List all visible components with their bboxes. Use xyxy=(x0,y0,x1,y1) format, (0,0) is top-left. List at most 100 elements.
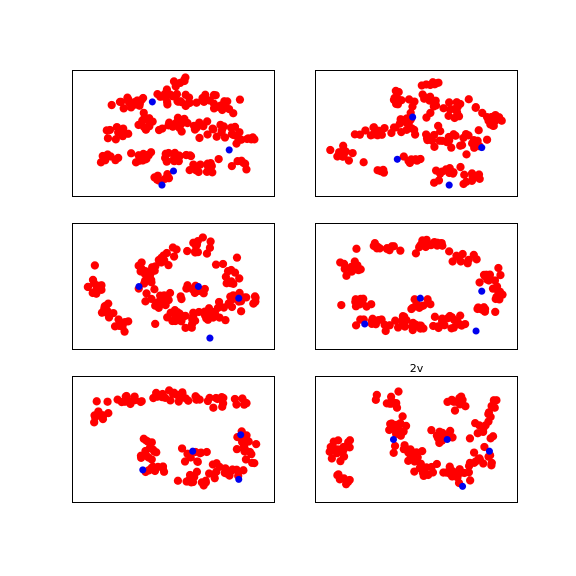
scatter-point xyxy=(435,427,444,436)
scatter-point xyxy=(484,276,493,285)
scatter-point xyxy=(100,302,109,311)
scatter-point xyxy=(430,312,440,321)
highlight-point xyxy=(443,435,451,444)
scatter-point xyxy=(429,178,439,187)
scatter-point xyxy=(461,402,470,411)
scatter-point xyxy=(124,317,133,326)
scatter-point xyxy=(185,470,195,480)
scatter-point xyxy=(489,396,498,405)
scatter-point xyxy=(337,300,346,310)
scatter-point xyxy=(462,150,471,159)
scatter-point xyxy=(408,102,417,111)
scatter-point xyxy=(137,397,146,406)
highlight-point xyxy=(235,475,243,483)
scatter-point xyxy=(456,162,465,172)
scatter-point xyxy=(387,242,397,251)
scatter-point xyxy=(465,458,475,467)
scatter-point xyxy=(164,148,173,158)
scatter-point xyxy=(216,101,225,110)
scatter-point xyxy=(348,148,357,158)
scatter-point xyxy=(96,158,106,167)
scatter-point xyxy=(440,321,449,330)
scatter-point xyxy=(426,92,435,101)
scatter-point xyxy=(423,295,432,304)
scatter-point xyxy=(151,262,160,271)
scatter-point xyxy=(339,442,348,452)
scatter-point xyxy=(394,387,403,396)
scatter-point xyxy=(475,278,484,287)
scatter-point xyxy=(466,476,475,485)
scatter-point xyxy=(390,93,399,103)
scatter-point xyxy=(217,128,226,137)
scatter-point xyxy=(201,478,211,487)
scatter-point xyxy=(181,323,190,332)
scatter-point xyxy=(417,81,426,90)
scatter-point xyxy=(390,441,400,451)
scatter-point xyxy=(210,474,219,483)
scatter-point xyxy=(469,250,478,260)
scatter-point xyxy=(455,320,465,329)
scatter-point xyxy=(248,133,257,142)
scatter-point xyxy=(381,326,390,336)
scatter-point xyxy=(173,113,183,122)
scatter-point xyxy=(144,453,153,462)
scatter-point xyxy=(92,397,101,406)
scatter-point xyxy=(451,131,460,140)
scatter-point xyxy=(90,418,99,427)
scatter-point xyxy=(150,285,159,294)
scatter-point xyxy=(238,394,247,403)
scatter-point xyxy=(98,411,107,420)
highlight-point xyxy=(169,167,178,175)
scatter-point xyxy=(169,252,179,261)
scatter-point xyxy=(329,437,338,446)
highlight-point xyxy=(139,466,147,474)
scatter-point xyxy=(135,155,145,165)
scatter-point xyxy=(88,275,98,285)
scatter-point xyxy=(402,114,411,123)
scatter-point xyxy=(218,259,228,269)
scatter-point xyxy=(141,267,150,276)
scatter-point xyxy=(176,292,185,301)
scatter-point xyxy=(154,125,164,135)
highlight-point xyxy=(194,282,202,291)
highlight-point xyxy=(158,181,166,189)
scatter-point xyxy=(394,87,403,97)
scatter-point xyxy=(193,457,202,466)
scatter-point xyxy=(410,130,420,139)
scatter-point xyxy=(164,261,173,270)
scatter-point xyxy=(198,233,207,242)
scatter-point xyxy=(386,419,395,429)
scatter-point xyxy=(452,251,461,260)
scatter-point xyxy=(340,264,349,274)
scatter-point xyxy=(399,427,408,436)
scatter-point xyxy=(447,143,456,152)
highlight-point xyxy=(189,447,197,455)
scatter-point xyxy=(97,281,106,290)
scatter-point xyxy=(232,400,241,409)
scatter-point xyxy=(416,241,425,250)
scatter-point xyxy=(90,261,99,270)
scatter-point xyxy=(430,237,439,247)
scatter-point xyxy=(110,322,120,331)
scatter-point xyxy=(419,324,428,333)
scatter-point xyxy=(209,403,218,412)
scatter-point xyxy=(147,294,156,304)
scatter-point xyxy=(453,470,462,479)
scatter-point xyxy=(480,442,489,452)
scatter-point xyxy=(428,468,438,477)
scatter-point xyxy=(172,89,182,99)
scatter-point xyxy=(347,262,356,272)
scatter-point xyxy=(471,102,480,112)
scatter-point xyxy=(252,439,261,449)
scatter-point xyxy=(239,466,248,475)
scatter-point xyxy=(192,467,202,476)
scatter-point xyxy=(203,161,212,170)
scatter-point xyxy=(200,311,210,320)
scatter-point xyxy=(103,397,112,406)
scatter-point xyxy=(445,311,454,321)
scatter-point xyxy=(351,321,361,330)
scatter-point xyxy=(436,127,445,136)
scatter-point xyxy=(211,260,221,269)
scatter-point xyxy=(447,324,456,333)
scatter-point xyxy=(144,151,153,160)
